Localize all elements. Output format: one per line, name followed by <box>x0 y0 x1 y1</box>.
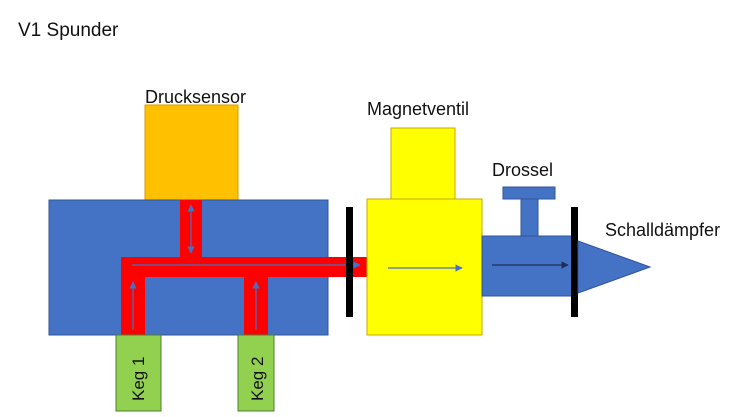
keg1-connector <box>115 334 162 412</box>
flange-right <box>571 207 578 317</box>
pressure-sensor-box <box>144 104 239 201</box>
flow-arrows-manifold <box>129 204 361 330</box>
pressure-sensor-label: Drucksensor <box>145 87 246 107</box>
outlet-pipe <box>481 235 575 297</box>
muffler-label: Schalldämpfer <box>605 220 720 240</box>
muffler-cone <box>577 240 652 294</box>
keg2-connector <box>237 334 275 412</box>
keg2-label: Keg 2 <box>248 357 267 401</box>
throttle-stem <box>520 198 539 238</box>
flange-left <box>346 207 353 317</box>
diagram-title: V1 Spunder <box>18 20 119 41</box>
throttle-label: Drossel <box>492 160 553 180</box>
throttle-knob-cap <box>502 186 556 200</box>
solenoid-valve-head <box>390 127 456 200</box>
keg1-label: Keg 1 <box>129 357 148 401</box>
solenoid-valve-label: Magnetventil <box>367 99 469 119</box>
solenoid-valve-body <box>366 198 483 336</box>
